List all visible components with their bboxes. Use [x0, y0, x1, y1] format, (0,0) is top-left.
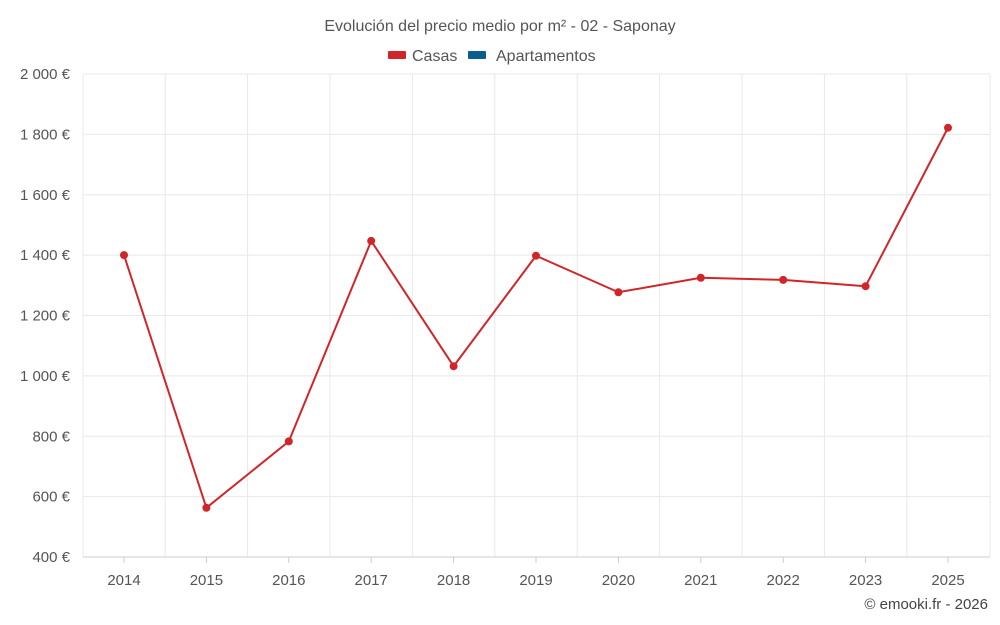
legend-label-apartamentos: Apartamentos: [496, 48, 596, 65]
data-point-2023: [861, 282, 870, 291]
data-point-2016: [284, 437, 293, 446]
data-point-2021: [696, 273, 705, 282]
x-tick-label: 2023: [849, 572, 882, 589]
data-point-2019: [532, 251, 540, 260]
x-tick-label: 2021: [684, 572, 717, 589]
x-tick-label: 2022: [767, 572, 800, 589]
y-tick-label: 2 000 €: [20, 66, 71, 83]
y-axis: 400 € 600 € 800 € 1 000 € 1 200 € 1 400 € 1 60…: [20, 66, 71, 566]
x-tick-label: 2016: [272, 572, 305, 589]
legend-swatch-casas: [388, 51, 406, 59]
y-tick-label: 1 800 €: [20, 126, 71, 143]
data-point-2015: [202, 503, 211, 512]
y-tick-label: 600 €: [32, 489, 70, 506]
y-tick-label: 1 600 €: [20, 187, 71, 204]
x-tick-label: 2019: [519, 572, 552, 589]
grid: [82, 73, 991, 558]
y-tick-label: 1 000 €: [20, 368, 71, 385]
legend: Casas Apartamentos: [388, 48, 596, 65]
data-point-2018: [449, 362, 458, 371]
x-tick-label: 2025: [931, 572, 964, 589]
data-point-2020: [614, 288, 623, 297]
y-tick-label: 1 400 €: [20, 247, 71, 264]
credit-text: © emooki.fr - 2026: [864, 596, 988, 613]
y-tick-label: 800 €: [32, 428, 70, 445]
y-tick-label: 400 €: [32, 549, 70, 566]
data-point-2014: [120, 251, 128, 260]
x-tick-label: 2014: [107, 572, 140, 589]
y-tick-label: 1 200 €: [20, 308, 71, 325]
chart-title: Evolución del precio medio por m² - 02 -…: [324, 18, 675, 35]
data-point-2022: [779, 275, 788, 284]
data-point-2017: [367, 236, 376, 245]
x-tick-label: 2017: [355, 572, 388, 589]
x-tick-label: 2020: [602, 572, 635, 589]
x-tick-label: 2018: [437, 572, 470, 589]
data-point-2025: [944, 123, 952, 132]
legend-swatch-apartamentos: [468, 51, 486, 59]
x-tick-label: 2015: [190, 572, 223, 589]
legend-label-casas: Casas: [412, 48, 457, 65]
series-layer: [120, 123, 952, 512]
x-axis: 2014 2015 2016 2017 2018 2019 2020 2021 2022 2023…: [107, 557, 965, 589]
